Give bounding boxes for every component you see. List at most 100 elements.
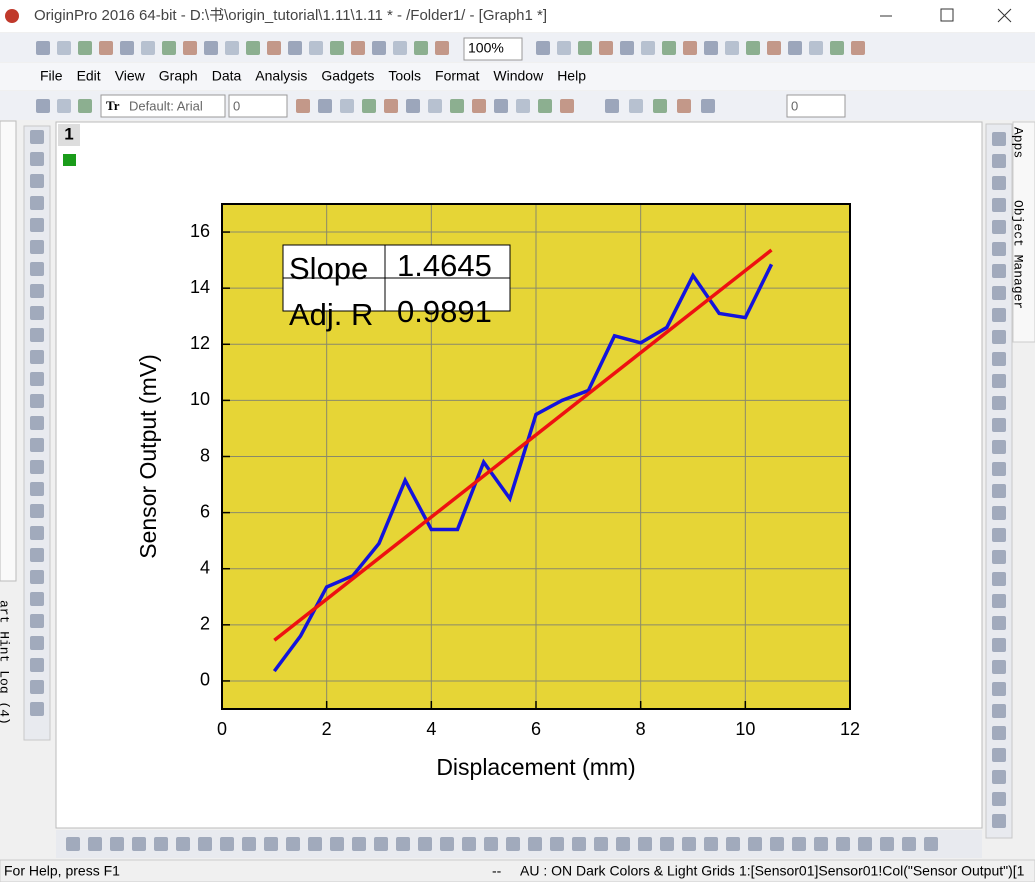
toolbar-button[interactable] — [605, 99, 619, 113]
toolbar-button[interactable] — [767, 41, 781, 55]
toolbar-button[interactable] — [440, 837, 454, 851]
toolbar-button[interactable] — [384, 99, 398, 113]
menu-item[interactable]: Help — [557, 68, 586, 84]
toolbar-button[interactable] — [154, 837, 168, 851]
toolbar-button[interactable] — [30, 460, 44, 474]
toolbar-button[interactable] — [924, 837, 938, 851]
menu-item[interactable]: Data — [212, 68, 242, 84]
toolbar-button[interactable] — [176, 837, 190, 851]
toolbar-button[interactable] — [992, 132, 1006, 146]
toolbar-button[interactable] — [66, 837, 80, 851]
toolbar-button[interactable] — [701, 99, 715, 113]
toolbar-button[interactable] — [992, 198, 1006, 212]
toolbar-button[interactable] — [536, 41, 550, 55]
toolbar-button[interactable] — [538, 99, 552, 113]
toolbar-button[interactable] — [30, 504, 44, 518]
toolbar-button[interactable] — [653, 99, 667, 113]
toolbar-button[interactable] — [629, 99, 643, 113]
toolbar-button[interactable] — [506, 837, 520, 851]
toolbar-button[interactable] — [30, 328, 44, 342]
toolbar-button[interactable] — [36, 99, 50, 113]
menu-item[interactable]: View — [115, 68, 146, 84]
toolbar-button[interactable] — [792, 837, 806, 851]
toolbar-button[interactable] — [788, 41, 802, 55]
toolbar-button[interactable] — [110, 837, 124, 851]
toolbar-button[interactable] — [616, 837, 630, 851]
object-manager-tab[interactable]: Object Manager — [1011, 200, 1026, 309]
toolbar-button[interactable] — [992, 726, 1006, 740]
toolbar-button[interactable] — [99, 41, 113, 55]
toolbar-button[interactable] — [351, 41, 365, 55]
toolbar-button[interactable] — [78, 99, 92, 113]
toolbar-button[interactable] — [57, 99, 71, 113]
toolbar-button[interactable] — [57, 41, 71, 55]
toolbar-button[interactable] — [992, 154, 1006, 168]
toolbar-button[interactable] — [296, 99, 310, 113]
font-box[interactable] — [100, 94, 226, 118]
toolbar-button[interactable] — [992, 396, 1006, 410]
toolbar-button[interactable] — [992, 550, 1006, 564]
toolbar-button[interactable] — [30, 306, 44, 320]
toolbar-button[interactable] — [516, 99, 530, 113]
toolbar-button[interactable] — [992, 352, 1006, 366]
toolbar-button[interactable] — [88, 837, 102, 851]
toolbar-button[interactable] — [992, 792, 1006, 806]
toolbar-button[interactable] — [330, 837, 344, 851]
toolbar-button[interactable] — [992, 286, 1006, 300]
close-button[interactable] — [997, 8, 1012, 23]
toolbar-button[interactable] — [414, 41, 428, 55]
toolbar-button[interactable] — [198, 837, 212, 851]
toolbar-button[interactable] — [836, 837, 850, 851]
toolbar-button[interactable] — [746, 41, 760, 55]
toolbar-button[interactable] — [992, 418, 1006, 432]
toolbar-button[interactable] — [599, 41, 613, 55]
toolbar-button[interactable] — [560, 99, 574, 113]
toolbar-button[interactable] — [318, 99, 332, 113]
toolbar-button[interactable] — [725, 41, 739, 55]
toolbar-button[interactable] — [352, 837, 366, 851]
toolbar-button[interactable] — [992, 682, 1006, 696]
toolbar-button[interactable] — [308, 837, 322, 851]
zoom-box[interactable] — [463, 37, 523, 61]
maximize-button[interactable] — [940, 8, 954, 22]
layer-tab[interactable] — [58, 124, 80, 146]
apps-tab[interactable]: Apps — [1011, 127, 1026, 158]
toolbar-button[interactable] — [30, 284, 44, 298]
menu-item[interactable]: Tools — [388, 68, 421, 84]
toolbar-button[interactable] — [286, 837, 300, 851]
toolbar-button[interactable] — [992, 506, 1006, 520]
toolbar-button[interactable] — [30, 416, 44, 430]
toolbar-button[interactable] — [30, 152, 44, 166]
toolbar-button[interactable] — [662, 41, 676, 55]
toolbar-button[interactable] — [30, 240, 44, 254]
toolbar-button[interactable] — [992, 638, 1006, 652]
toolbar-button[interactable] — [814, 837, 828, 851]
toolbar-button[interactable] — [220, 837, 234, 851]
toolbar-button[interactable] — [418, 837, 432, 851]
toolbar-button[interactable] — [992, 528, 1006, 542]
toolbar-button[interactable] — [748, 837, 762, 851]
toolbar-button[interactable] — [393, 41, 407, 55]
toolbar-button[interactable] — [726, 837, 740, 851]
toolbar-button[interactable] — [30, 636, 44, 650]
toolbar-button[interactable] — [809, 41, 823, 55]
toolbar-button[interactable] — [858, 837, 872, 851]
toolbar-button[interactable] — [992, 176, 1006, 190]
toolbar-button[interactable] — [428, 99, 442, 113]
toolbar-button[interactable] — [992, 220, 1006, 234]
toolbar-button[interactable] — [594, 837, 608, 851]
toolbar-button[interactable] — [620, 41, 634, 55]
toolbar-button[interactable] — [30, 394, 44, 408]
toolbar-button[interactable] — [992, 616, 1006, 630]
toolbar-button[interactable] — [557, 41, 571, 55]
toolbar-button[interactable] — [162, 41, 176, 55]
toolbar-button[interactable] — [30, 196, 44, 210]
toolbar-button[interactable] — [550, 837, 564, 851]
toolbar-button[interactable] — [267, 41, 281, 55]
toolbar-button[interactable] — [992, 770, 1006, 784]
toolbar-button[interactable] — [120, 41, 134, 55]
toolbar-button[interactable] — [851, 41, 865, 55]
menu-item[interactable]: Format — [435, 68, 479, 84]
toolbar-button[interactable] — [30, 592, 44, 606]
toolbar-button[interactable] — [992, 440, 1006, 454]
